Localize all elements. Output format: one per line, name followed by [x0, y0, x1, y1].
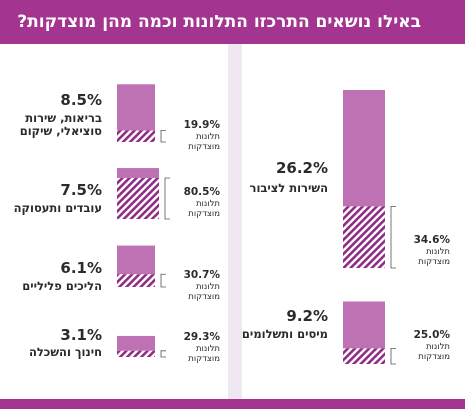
category-label: בריאות, שירות סוציאלי, שיקום	[19, 111, 102, 138]
justified-pct-label: 34.6%	[413, 234, 450, 246]
bar-share	[343, 301, 385, 349]
category-share-label: 7.5%	[60, 181, 102, 199]
category-label: מיסים ותשלומים	[241, 327, 328, 341]
column-divider	[228, 44, 242, 399]
footer-bar	[0, 399, 465, 409]
bar-justified	[343, 348, 385, 364]
justified-pct-label: 80.5%	[183, 186, 220, 198]
bar-share	[117, 84, 155, 131]
justified-pct-label: 25.0%	[413, 329, 450, 341]
justified-text-label: תלונות מוצדקות	[188, 282, 220, 302]
justified-bracket	[390, 347, 396, 365]
header-bar: באילו נושאים התרכזו התלונות וכמה מהן מוצ…	[0, 0, 465, 44]
category-share-label: 3.1%	[60, 326, 102, 344]
bar-share	[117, 335, 155, 351]
category-share-label: 8.5%	[60, 91, 102, 109]
category-label: הליכים פליליים	[22, 279, 102, 293]
bar-justified	[117, 130, 155, 142]
justified-bracket	[164, 177, 170, 220]
category-share-label: 9.2%	[286, 307, 328, 325]
justified-text-label: תלונות מוצדקות	[418, 247, 450, 267]
justified-bracket	[390, 206, 396, 269]
bar-justified	[117, 350, 155, 357]
justified-bracket	[160, 130, 166, 143]
category-label: עובדים ותעסוקה	[13, 201, 102, 215]
category-label: חינוך והשכלה	[28, 345, 102, 359]
bar-justified	[117, 177, 159, 219]
category-label: השירות לציבור	[249, 181, 328, 195]
chart-title: באילו נושאים התרכזו התלונות וכמה מהן מוצ…	[17, 12, 421, 32]
bar-share	[117, 168, 159, 178]
justified-pct-label: 30.7%	[183, 269, 220, 281]
justified-text-label: תלונות מוצדקות	[188, 132, 220, 152]
bar-justified	[343, 206, 385, 268]
bar-share	[343, 90, 385, 207]
bar-share	[117, 245, 155, 275]
justified-pct-label: 29.3%	[183, 331, 220, 343]
justified-bracket	[160, 273, 166, 288]
justified-text-label: תלונות מוצדקות	[188, 344, 220, 364]
chart-canvas	[0, 44, 465, 399]
justified-pct-label: 19.9%	[183, 119, 220, 131]
bar-justified	[117, 274, 155, 287]
category-share-label: 6.1%	[60, 259, 102, 277]
justified-text-label: תלונות מוצדקות	[188, 199, 220, 219]
justified-text-label: תלונות מוצדקות	[418, 342, 450, 362]
category-share-label: 26.2%	[275, 159, 328, 177]
justified-bracket	[160, 350, 166, 358]
